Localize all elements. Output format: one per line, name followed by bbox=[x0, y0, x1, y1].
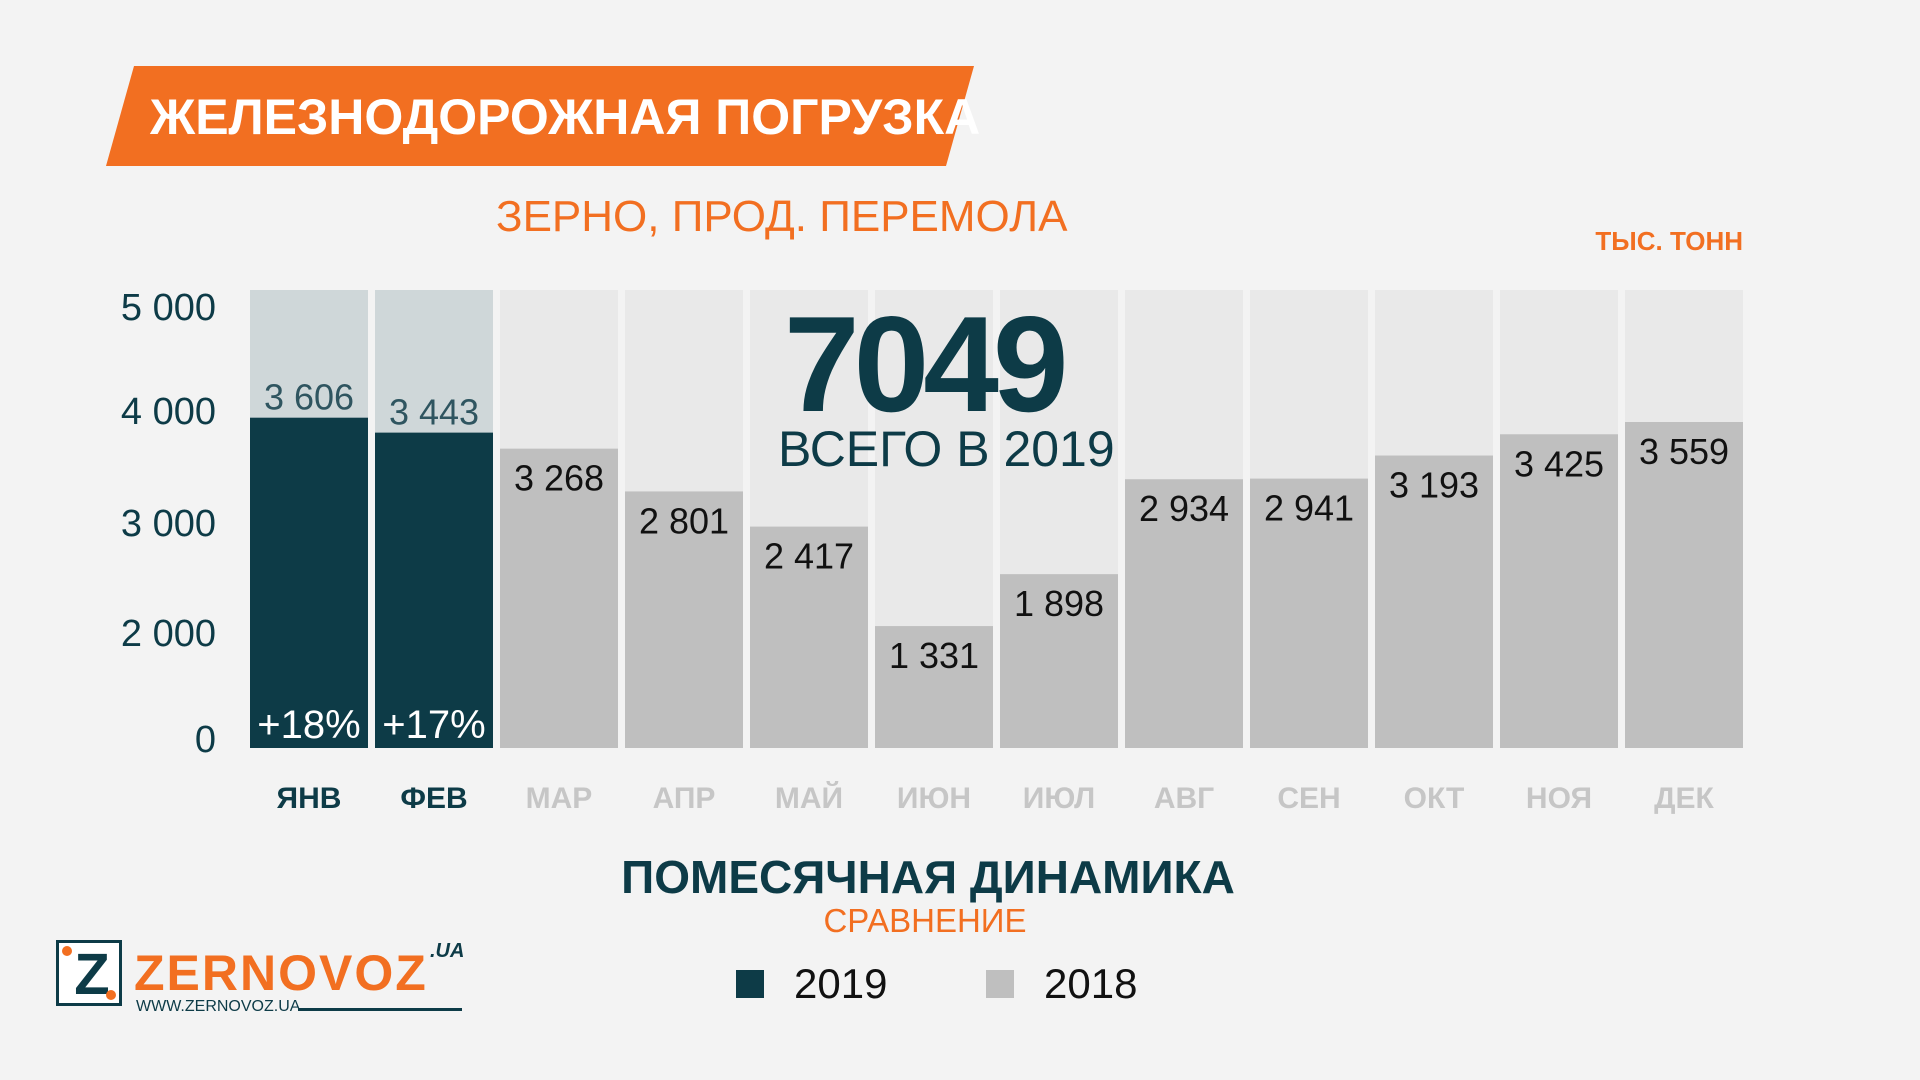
dynamics-subtitle: СРАВНЕНИЕ bbox=[823, 902, 1027, 939]
x-tick-label: МАЙ bbox=[775, 781, 843, 815]
bar-2018 bbox=[1000, 574, 1118, 748]
data-label: 3 559 bbox=[1639, 431, 1729, 472]
change-label: +18% bbox=[257, 703, 360, 747]
x-tick-label: ФЕВ bbox=[400, 782, 467, 815]
y-tick-label: 3 000 bbox=[121, 503, 216, 545]
data-label: 2 417 bbox=[764, 536, 854, 577]
data-label: 1 898 bbox=[1014, 583, 1104, 624]
legend-swatch-2018 bbox=[986, 970, 1014, 998]
bar-2018 bbox=[1250, 478, 1368, 748]
data-label: 3 606 bbox=[264, 377, 354, 418]
bar-2018 bbox=[875, 626, 993, 748]
logo-letter: Z bbox=[74, 942, 110, 1007]
x-tick-label: СЕН bbox=[1277, 782, 1340, 815]
change-label: +17% bbox=[382, 703, 485, 747]
logo-dot-icon bbox=[62, 946, 72, 956]
data-label: 2 941 bbox=[1264, 488, 1354, 529]
x-tick-label: ДЕК bbox=[1654, 782, 1714, 815]
dynamics-title: ПОМЕСЯЧНАЯ ДИНАМИКА bbox=[621, 851, 1235, 903]
x-tick-label: ОКТ bbox=[1404, 782, 1465, 815]
legend-swatch-2019 bbox=[736, 970, 764, 998]
data-label: 2 801 bbox=[639, 500, 729, 541]
data-label: 2 934 bbox=[1139, 488, 1229, 529]
x-tick-label: АПР bbox=[653, 782, 716, 815]
logo-underline bbox=[298, 1008, 462, 1011]
logo-suffix: .UA bbox=[430, 940, 465, 962]
data-label: 3 193 bbox=[1389, 465, 1479, 506]
legend-label-2018: 2018 bbox=[1044, 960, 1138, 1007]
bar-2019 bbox=[375, 432, 493, 748]
x-tick-label: МАР bbox=[526, 782, 593, 815]
y-tick-label: 4 000 bbox=[121, 391, 216, 433]
logo-name: ZERNOVOZ bbox=[134, 945, 428, 1001]
y-tick-label: 2 000 bbox=[121, 613, 216, 655]
bar-2018 bbox=[750, 526, 868, 748]
bar-2018 bbox=[625, 491, 743, 748]
zernovoz-logo: Z ZERNOVOZ .UA WWW.ZERNOVOZ.UA bbox=[56, 940, 476, 1020]
bar-2018 bbox=[500, 448, 618, 748]
data-label: 3 443 bbox=[389, 392, 479, 433]
legend-item-2019: 2019 bbox=[736, 960, 887, 1008]
data-label: 1 331 bbox=[889, 635, 979, 676]
logo-url: WWW.ZERNOVOZ.UA bbox=[136, 998, 301, 1015]
logo-dot-icon bbox=[106, 990, 116, 1000]
page-title: ЖЕЛЕЗНОДОРОЖНАЯ ПОГРУЗКА bbox=[150, 89, 981, 145]
bar-2018 bbox=[1375, 455, 1493, 748]
x-tick-label: НОЯ bbox=[1526, 782, 1592, 815]
unit-label: ТЫС. ТОНН bbox=[1595, 226, 1743, 256]
legend-item-2018: 2018 bbox=[986, 960, 1137, 1008]
x-tick-label: ИЮЛ bbox=[1023, 782, 1095, 815]
total-label: ВСЕГО В 2019 bbox=[778, 421, 1115, 477]
y-tick-label: 5 000 bbox=[121, 287, 216, 329]
chart-subtitle: ЗЕРНО, ПРОД. ПЕРЕМОЛА bbox=[496, 192, 1068, 241]
data-label: 3 425 bbox=[1514, 443, 1604, 484]
x-tick-label: ИЮН bbox=[897, 782, 971, 815]
title-banner: ЖЕЛЕЗНОДОРОЖНАЯ ПОГРУЗКА bbox=[106, 66, 980, 166]
bar-2018 bbox=[1500, 434, 1618, 748]
x-tick-label: АВГ bbox=[1154, 782, 1214, 815]
y-tick-label: 0 bbox=[195, 719, 216, 761]
data-label: 3 268 bbox=[514, 458, 604, 499]
bar-2019 bbox=[250, 417, 368, 748]
banner-shape bbox=[106, 66, 974, 166]
x-tick-label: ЯНВ bbox=[277, 782, 342, 815]
legend-label-2019: 2019 bbox=[794, 960, 888, 1007]
bar-2018 bbox=[1625, 421, 1743, 748]
bar-2018 bbox=[1125, 479, 1243, 748]
total-value: 7049 bbox=[784, 288, 1069, 440]
